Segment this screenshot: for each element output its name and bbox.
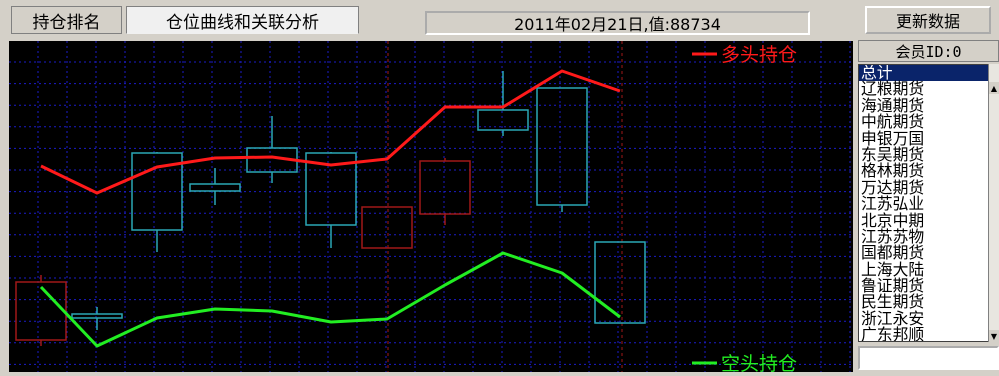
member-item[interactable]: 江苏苏物 — [861, 226, 925, 246]
candle-body — [131, 152, 183, 231]
legend-long-label: 多头持仓 — [721, 44, 797, 66]
member-item[interactable]: 广东邦顺 — [861, 325, 925, 342]
member-item[interactable]: 国都期货 — [861, 243, 925, 263]
member-item[interactable]: 北京中期 — [861, 210, 925, 230]
member-item[interactable]: 总计 — [859, 65, 994, 82]
update-data-button[interactable]: 更新数据 — [865, 6, 991, 34]
member-item[interactable]: 辽粮期货 — [861, 79, 925, 99]
legend-short-label: 空头持仓 — [721, 353, 797, 372]
member-item[interactable]: 江苏弘业 — [861, 194, 925, 214]
member-item[interactable]: 鲁证期货 — [861, 276, 925, 296]
position-chart: 多头持仓 空头持仓 — [9, 41, 853, 375]
candle-body — [361, 206, 413, 249]
member-search-input[interactable] — [858, 346, 999, 370]
candle-body — [594, 241, 646, 324]
long-position-line — [40, 69, 621, 195]
member-list[interactable]: 总计 辽粮期货 海通期货 中航期货 申银万国 东吴期货 格林期货 万达期货 江苏弘业 北京中期 江苏… — [858, 64, 994, 342]
member-list-scrollbar[interactable]: ▲ ▼ — [988, 64, 999, 342]
tab-position-ranking[interactable]: 持仓排名 — [11, 6, 122, 34]
tab-position-curve[interactable]: 仓位曲线和关联分析 — [126, 6, 359, 34]
candle-body — [305, 152, 357, 226]
candle-body — [536, 87, 588, 206]
member-item[interactable]: 浙江永安 — [861, 308, 925, 328]
member-item[interactable]: 东吴期货 — [861, 144, 925, 164]
candle-body — [189, 183, 241, 192]
member-item[interactable]: 民生期货 — [861, 292, 925, 312]
status-display: 2011年02月21日,值:88734 — [425, 11, 810, 35]
member-item[interactable]: 申银万国 — [861, 128, 925, 148]
member-item[interactable]: 中航期货 — [861, 112, 925, 132]
member-item[interactable]: 上海大陆 — [861, 259, 925, 279]
candle-body — [419, 160, 471, 215]
member-item[interactable]: 万达期货 — [861, 177, 925, 197]
scroll-up-icon[interactable]: ▲ — [989, 82, 999, 94]
member-item[interactable]: 海通期货 — [861, 95, 925, 115]
candle-body — [15, 281, 67, 341]
candle-body — [477, 109, 529, 131]
member-item[interactable]: 格林期货 — [861, 161, 925, 181]
candle-body — [71, 313, 123, 319]
short-position-line — [39, 251, 621, 348]
scroll-down-icon[interactable]: ▼ — [989, 330, 999, 342]
member-id-header: 会员ID:0 — [858, 40, 999, 62]
